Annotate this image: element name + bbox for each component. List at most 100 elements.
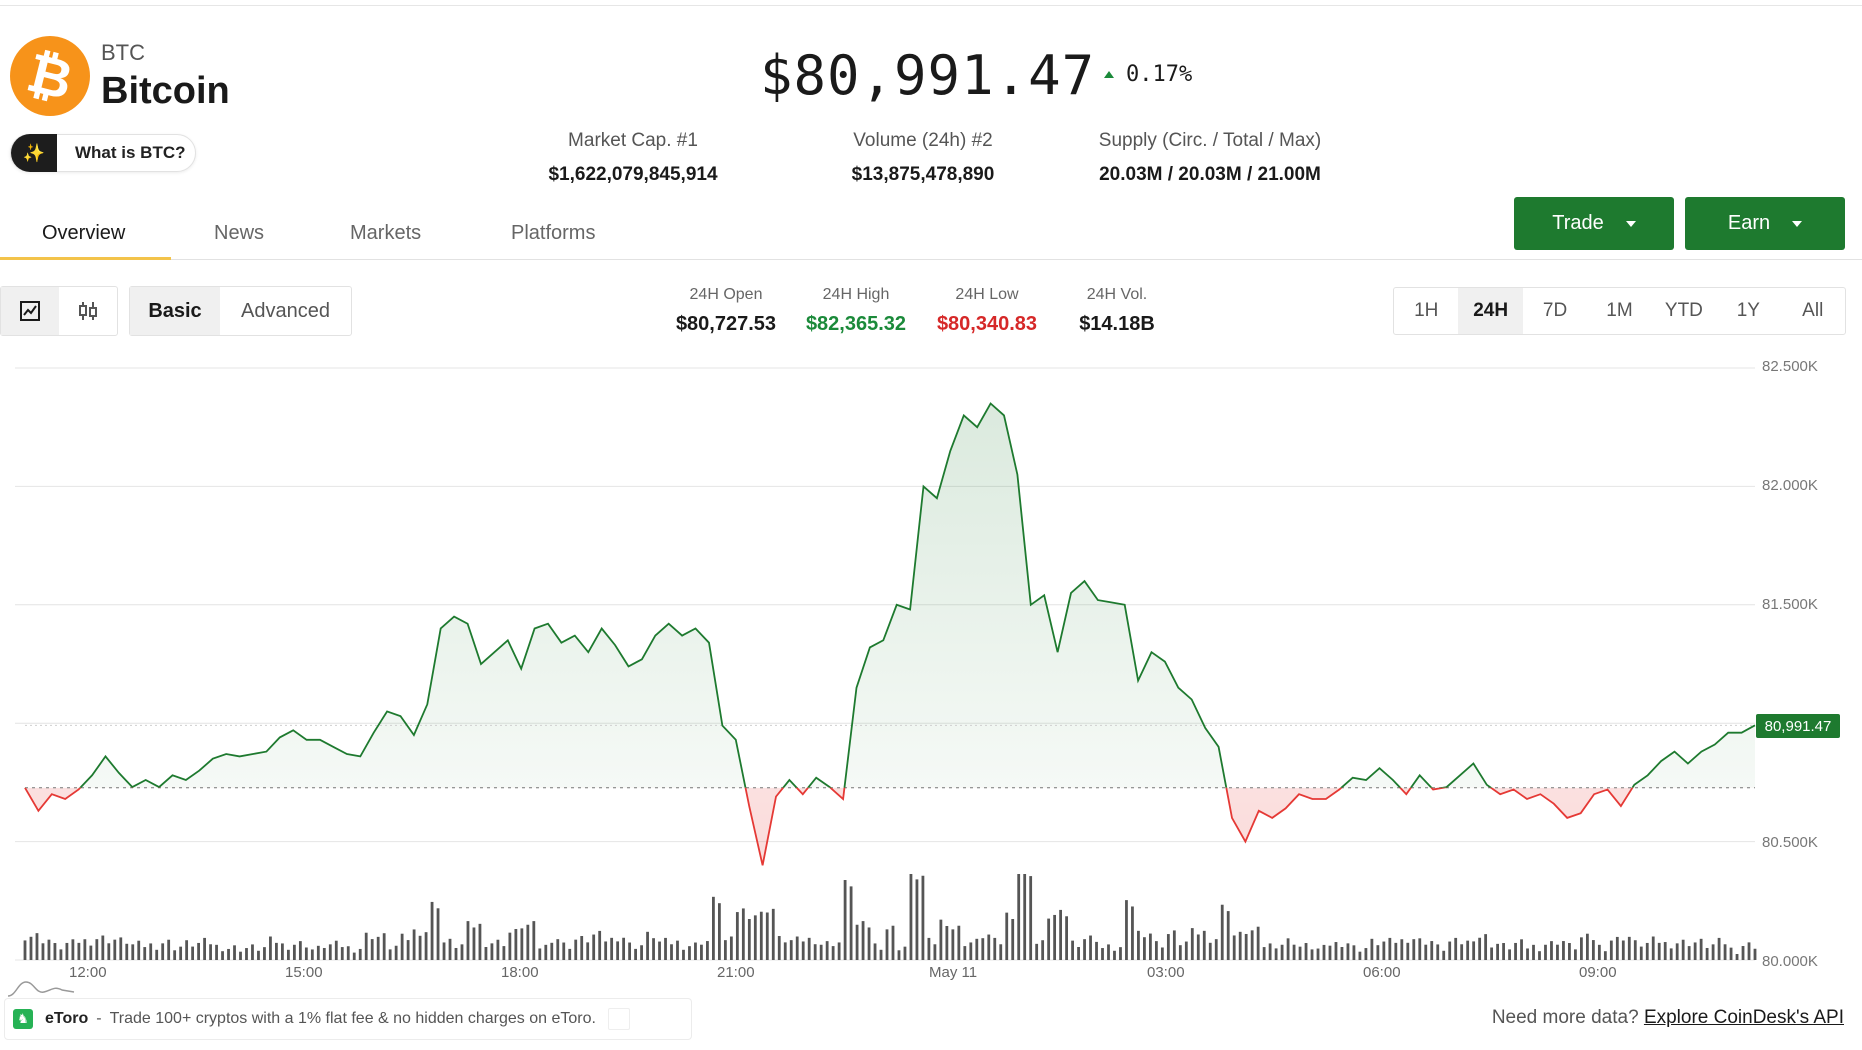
candlestick-icon[interactable] [59, 287, 117, 335]
range-1h[interactable]: 1H [1414, 300, 1439, 321]
volume-bar [370, 939, 374, 960]
volume-bar [1550, 941, 1553, 960]
earn-button[interactable]: Earn [1685, 197, 1845, 250]
volume-bar [999, 944, 1003, 960]
range-24h[interactable]: 24H [1458, 288, 1523, 334]
day-high-stat: 24H High $82,365.32 [786, 286, 926, 336]
y-tick-label: 82.000K [1762, 477, 1818, 494]
volume-bar [1244, 933, 1248, 960]
price-chart[interactable] [0, 350, 1862, 990]
mode-basic[interactable]: Basic [130, 287, 220, 335]
volume-bar [221, 951, 224, 960]
volume-bar [700, 944, 703, 960]
volume-bar [149, 943, 153, 960]
volume-bar [1741, 946, 1745, 960]
tab-markets[interactable]: Markets [350, 222, 422, 244]
volume-bar [1262, 947, 1266, 960]
mode-advanced[interactable]: Advanced [241, 299, 330, 322]
volume-bar [376, 936, 380, 960]
volume-bar [1226, 911, 1230, 960]
tab-overview[interactable]: Overview [42, 222, 126, 244]
volume-bar [388, 949, 392, 960]
range-1y[interactable]: 1Y [1736, 300, 1760, 321]
range-1m[interactable]: 1M [1606, 300, 1633, 321]
volume-bar [83, 939, 87, 960]
volume-bar [310, 949, 314, 960]
volume-bar [903, 946, 907, 960]
volume-bar [95, 939, 99, 960]
volume-bar [1663, 942, 1667, 960]
volume-bar [1687, 946, 1691, 960]
volume-bar [119, 937, 123, 960]
volume-bar [801, 941, 805, 960]
volume-bar [1047, 918, 1051, 960]
volume-bar [1101, 948, 1104, 960]
range-ytd[interactable]: YTD [1664, 300, 1703, 321]
volume-bar [328, 944, 332, 960]
volume-bar [1729, 947, 1733, 960]
volume-bar [1538, 951, 1541, 960]
y-tick-label: 80.500K [1762, 834, 1818, 851]
volume-bar [580, 936, 584, 960]
volume-bar [771, 908, 775, 960]
volume-bar [1310, 949, 1314, 960]
volume-bar [1639, 946, 1643, 960]
trade-button[interactable]: Trade [1514, 197, 1674, 250]
volume-bar [292, 944, 296, 960]
volume-bar [538, 948, 542, 960]
volume-bar [1029, 876, 1033, 960]
etoro-ad-banner[interactable]: ♞ eToro - Trade 100+ cryptos with a 1% f… [4, 998, 692, 1040]
volume-bar [1214, 939, 1218, 960]
volume-bar [987, 934, 991, 960]
day-low-value: $80,340.83 [936, 313, 1038, 335]
range-all[interactable]: All [1802, 300, 1824, 321]
tab-platforms[interactable]: Platforms [511, 222, 596, 244]
range-7d[interactable]: 7D [1542, 300, 1568, 321]
volume-bar [1514, 942, 1517, 960]
volume-bar [1113, 950, 1116, 960]
volume-bar [520, 928, 524, 960]
volume-bar [1256, 926, 1260, 960]
volume-bar [765, 912, 769, 960]
volume-bar [77, 942, 81, 960]
tab-news[interactable]: News [214, 222, 265, 244]
volume-bar [921, 875, 925, 960]
volume-bar [723, 940, 727, 960]
volume-bar [466, 921, 470, 960]
volume-bar [400, 933, 404, 960]
volume-bar [1442, 950, 1446, 960]
volume-bar [1472, 941, 1476, 960]
x-tick-label: 03:00 [1147, 964, 1185, 981]
volume-bar [1148, 933, 1152, 960]
volume-bar [1454, 937, 1458, 960]
volume-bar [1693, 942, 1697, 960]
volume-bar [1077, 947, 1080, 960]
price-change: 0.17% [1104, 62, 1192, 87]
supply-stat: Supply (Circ. / Total / Max) 20.03M / 20… [1070, 130, 1350, 186]
volume-bar [1669, 948, 1673, 960]
volume-bar [759, 911, 763, 960]
mini-sparkline-icon [7, 981, 75, 997]
volume-bar [981, 938, 985, 960]
volume-bar [352, 952, 356, 960]
ad-message: Trade 100+ cryptos with a 1% flat fee & … [109, 1010, 596, 1027]
earn-button-label: Earn [1727, 212, 1771, 234]
volume-bar [712, 896, 715, 960]
explore-api-link[interactable]: Explore CoinDesk's API [1643, 1007, 1844, 1028]
y-tick-label: 80.000K [1762, 953, 1818, 970]
what-is-btc-button[interactable]: ✨ What is BTC? [10, 134, 196, 172]
ad-close-icon[interactable] [607, 1008, 630, 1030]
volume-bar [1448, 941, 1452, 960]
volume-bar [550, 942, 554, 960]
volume-bar [251, 944, 254, 960]
volume-bar [1166, 934, 1170, 960]
volume-bar [430, 901, 434, 960]
last-price-label: 80,991.47 [1756, 714, 1840, 738]
volume-bar [658, 941, 661, 960]
volume-bar [717, 903, 721, 960]
line-chart-icon[interactable] [1, 287, 59, 335]
volume-bar [227, 948, 230, 960]
volume-bar [969, 942, 973, 960]
volume-bar [107, 943, 111, 960]
active-tab-indicator [0, 257, 171, 260]
